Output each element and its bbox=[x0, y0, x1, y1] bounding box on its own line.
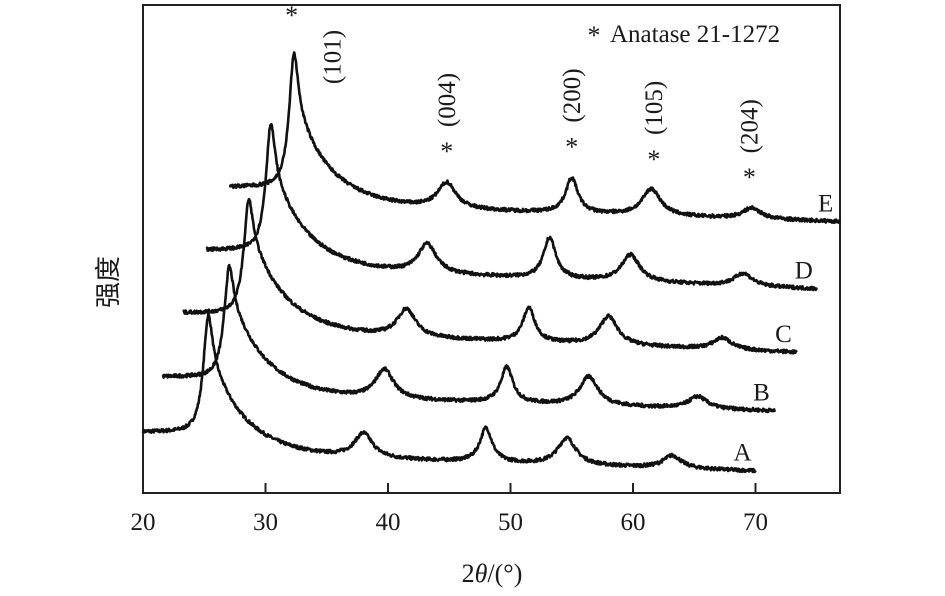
peak-asterisk: * bbox=[565, 133, 578, 162]
legend-text: Anatase 21-1272 bbox=[610, 21, 780, 48]
legend: * Anatase 21-1272 bbox=[588, 21, 781, 50]
x-tick-label: 20 bbox=[131, 509, 156, 536]
series-line-b bbox=[161, 263, 777, 414]
series-label-d: D bbox=[795, 258, 813, 285]
hkl-label: (101) bbox=[320, 30, 347, 84]
x-axis-title: 2θ/(°) bbox=[462, 559, 523, 588]
series-line-e bbox=[228, 51, 842, 225]
hkl-label: (004) bbox=[434, 73, 461, 127]
peak-asterisk: * bbox=[440, 137, 453, 166]
x-tick-label: 30 bbox=[253, 509, 278, 536]
peak-asterisk: * bbox=[743, 163, 756, 192]
peak-asterisk: * bbox=[285, 1, 298, 30]
peak-asterisk: * bbox=[647, 145, 660, 174]
series-label-b: B bbox=[753, 380, 770, 407]
series-label-c: C bbox=[775, 321, 792, 348]
x-axis-ticks bbox=[264, 483, 757, 493]
hkl-label: (204) bbox=[736, 99, 763, 153]
x-tick-label: 40 bbox=[376, 509, 401, 536]
plot-frame bbox=[142, 4, 841, 494]
x-tick-label: 70 bbox=[743, 509, 768, 536]
hkl-label: (200) bbox=[559, 68, 586, 122]
series-line-c bbox=[182, 197, 798, 355]
series-line-a bbox=[141, 313, 757, 474]
legend-asterisk: * bbox=[588, 21, 601, 50]
series-line-d bbox=[205, 122, 818, 292]
x-tick-label: 50 bbox=[498, 509, 523, 536]
x-tick-label: 60 bbox=[621, 509, 646, 536]
series-label-e: E bbox=[818, 190, 833, 217]
series-curves bbox=[141, 51, 842, 474]
y-axis-title: 强度 bbox=[94, 256, 123, 308]
series-labels: A B C D E bbox=[734, 190, 834, 466]
hkl-label: (105) bbox=[641, 81, 668, 135]
series-label-a: A bbox=[734, 440, 752, 467]
peak-annotations: * * * * * (101) (004) (200) (105) (204) bbox=[285, 1, 763, 192]
x-tick-labels: 20 30 40 50 60 70 bbox=[131, 509, 769, 536]
